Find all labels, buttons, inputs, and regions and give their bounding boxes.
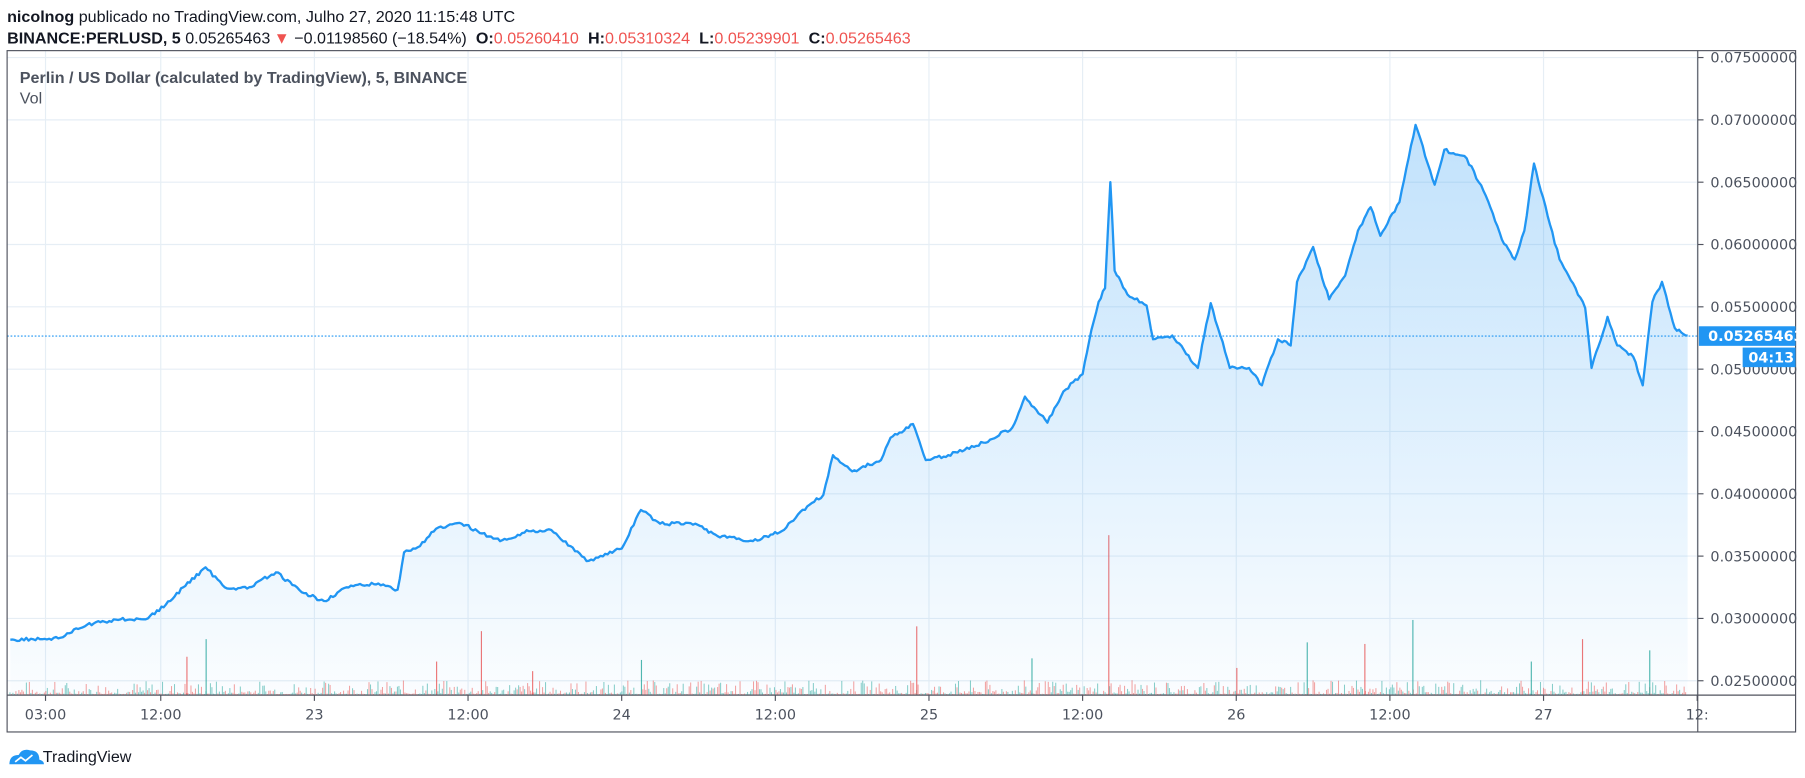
x-tick-label: 27 xyxy=(1534,707,1552,723)
y-tick-label: 0.06500000 xyxy=(1710,175,1797,191)
x-tick-label: 12: xyxy=(1686,707,1709,723)
close-label: C: xyxy=(809,30,826,48)
high-value: 0.05310324 xyxy=(605,30,690,48)
author[interactable]: nicolnog xyxy=(7,8,74,26)
last-price-value: 0.05265463 xyxy=(1708,329,1803,345)
x-tick-label: 12:00 xyxy=(1369,707,1410,723)
y-tick-label: 0.04500000 xyxy=(1710,425,1797,441)
volume-legend: Vol xyxy=(20,90,42,108)
y-tick-label: 0.07000000 xyxy=(1710,113,1797,129)
y-tick-label: 0.03000000 xyxy=(1710,612,1797,628)
open-label: O: xyxy=(476,30,494,48)
x-tick-label: 03:00 xyxy=(25,707,66,723)
chart-glyph-icon xyxy=(14,754,33,763)
x-tick-label: 12:00 xyxy=(1062,707,1103,723)
x-tick-label: 26 xyxy=(1227,707,1245,723)
x-tick-label: 24 xyxy=(613,707,631,723)
cloud-icon xyxy=(9,749,44,765)
triangle-down-icon: ▼ xyxy=(274,30,290,48)
y-tick-label: 0.02500000 xyxy=(1710,674,1797,690)
open-value: 0.05260410 xyxy=(494,30,579,48)
y-tick-label: 0.07500000 xyxy=(1710,51,1797,67)
bar-countdown: 04:13 xyxy=(1748,351,1794,367)
publish-info: nicolnog publicado no TradingView.com, J… xyxy=(7,8,515,26)
low-label: L: xyxy=(699,30,714,48)
y-tick-label: 0.06000000 xyxy=(1710,238,1797,254)
change: −0.01198560 (−18.54%) xyxy=(290,30,467,48)
x-tick-label: 25 xyxy=(920,707,938,723)
time-axis[interactable]: 03:00 12:00 23 12:00 24 12:00 25 12:00 26 12:00 27… xyxy=(25,695,1709,723)
price-area xyxy=(10,124,1688,696)
last-price-label: 0.05265463 04:13 xyxy=(1698,326,1804,368)
price-line xyxy=(10,123,1688,643)
x-tick-label: 12:00 xyxy=(140,707,181,723)
y-tick-label: 0.03500000 xyxy=(1710,549,1797,565)
chart-frame xyxy=(6,50,1797,733)
price-axis[interactable]: 0.07500000 0.07000000 0.06500000 0.06000000… xyxy=(1697,51,1798,690)
x-tick-label: 12:00 xyxy=(755,707,796,723)
x-tick-label: 23 xyxy=(305,707,323,723)
last-price: 0.05265463 xyxy=(181,30,271,48)
low-value: 0.05239901 xyxy=(714,30,799,48)
tradingview-logo[interactable]: TradingView xyxy=(9,748,132,766)
volume-bar xyxy=(9,692,11,696)
symbol-info: BINANCE:PERLUSD, 5 0.05265463 ▼ −0.011985… xyxy=(7,30,911,48)
y-tick-label: 0.04000000 xyxy=(1710,487,1797,503)
y-tick-label: 0.05500000 xyxy=(1710,300,1797,316)
symbol: BINANCE:PERLUSD, 5 xyxy=(7,30,181,48)
x-tick-label: 12:00 xyxy=(447,707,488,723)
published-text: publicado no TradingView.com, Julho 27, … xyxy=(74,8,515,26)
chart-title: Perlin / US Dollar (calculated by Tradin… xyxy=(20,69,468,87)
high-label: H: xyxy=(588,30,605,48)
close-value: 0.05265463 xyxy=(826,30,911,48)
logo-text: TradingView xyxy=(43,748,132,766)
